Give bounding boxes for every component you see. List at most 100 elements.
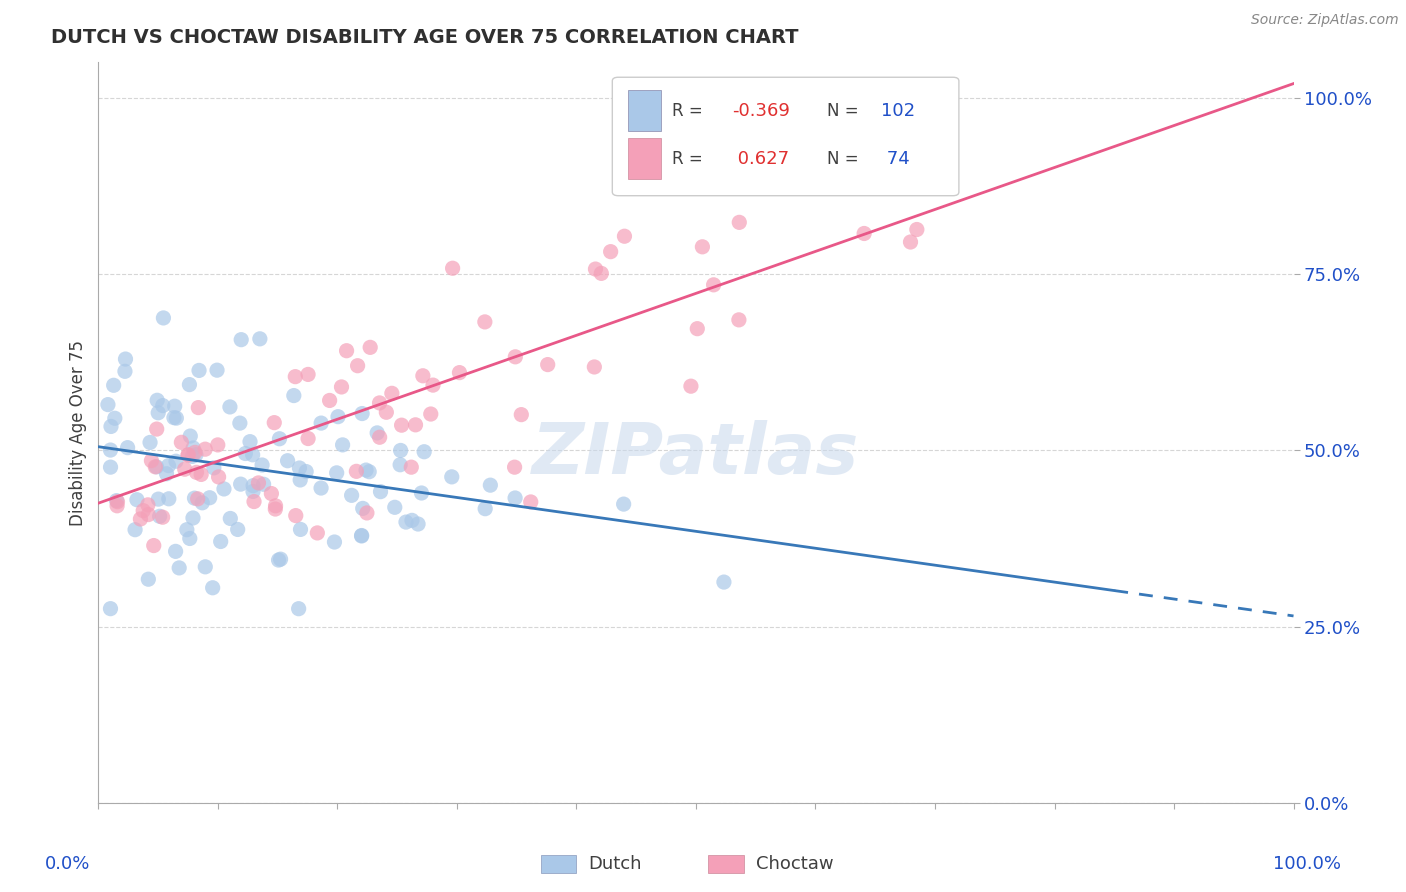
Point (384, 500, 406, 515)
Point (129, 512, 152, 526)
Point (198, 491, 221, 505)
Point (107, 494, 129, 508)
Point (100, 443, 122, 458)
Point (100, 419, 122, 434)
Point (269, 432, 291, 446)
Point (359, 465, 381, 479)
Point (181, 441, 204, 455)
Point (179, 429, 201, 443)
Point (141, 453, 163, 467)
Point (100, 601, 122, 615)
Point (187, 401, 209, 415)
Point (132, 503, 155, 517)
Point (152, 399, 174, 413)
Point (184, 448, 207, 462)
Point (188, 363, 211, 377)
Point (679, 379, 702, 393)
Point (155, 467, 177, 481)
Point (375, 405, 398, 419)
Point (332, 438, 354, 452)
Point (309, 481, 332, 495)
Point (165, 454, 187, 468)
Point (356, 506, 378, 520)
Point (163, 399, 186, 413)
Point (183, 491, 205, 505)
Point (173, 462, 195, 476)
Point (330, 380, 353, 394)
Point (247, 475, 270, 490)
Point (613, 497, 636, 511)
Point (242, 448, 264, 462)
Point (401, 460, 423, 475)
Point (145, 459, 167, 474)
Text: 74: 74 (882, 150, 910, 168)
Point (202, 460, 225, 475)
Point (344, 464, 367, 478)
Point (105, 493, 128, 508)
Point (207, 438, 229, 452)
Point (340, 488, 363, 502)
Point (503, 491, 526, 505)
Point (368, 396, 391, 410)
Point (124, 523, 146, 537)
Bar (628, 90, 661, 131)
Point (177, 448, 200, 462)
Text: Dutch: Dutch (589, 855, 643, 872)
Point (389, 443, 412, 458)
Point (309, 416, 332, 430)
Point (170, 435, 193, 450)
Point (853, 227, 876, 241)
Point (149, 509, 172, 524)
Point (267, 553, 290, 567)
Point (295, 465, 318, 479)
Point (242, 484, 264, 499)
Point (307, 525, 329, 540)
Point (219, 400, 242, 414)
Point (352, 407, 374, 421)
Text: 102: 102 (882, 102, 915, 120)
Point (297, 432, 319, 446)
Point (413, 444, 436, 458)
Point (692, 240, 714, 254)
Point (125, 492, 148, 507)
Point (441, 261, 464, 276)
Point (290, 523, 312, 537)
Point (440, 470, 463, 484)
Point (474, 315, 496, 329)
Point (186, 466, 208, 480)
Point (114, 352, 136, 367)
Text: ZIPatlas: ZIPatlas (533, 420, 859, 490)
Point (194, 559, 217, 574)
Point (145, 422, 167, 436)
Point (152, 510, 174, 524)
Point (352, 501, 374, 516)
Point (900, 235, 922, 249)
Point (194, 442, 217, 457)
Point (368, 430, 391, 444)
Text: Choctaw: Choctaw (756, 855, 834, 872)
Point (243, 494, 266, 508)
Point (142, 539, 165, 553)
Text: 0.0%: 0.0% (45, 855, 90, 872)
Point (264, 502, 287, 516)
FancyBboxPatch shape (613, 78, 959, 195)
Point (283, 388, 305, 402)
Point (335, 343, 357, 358)
Point (190, 467, 212, 482)
Point (401, 513, 423, 527)
Point (201, 581, 224, 595)
Point (157, 458, 180, 473)
Point (537, 358, 560, 372)
Point (104, 411, 127, 425)
Point (260, 486, 283, 500)
Point (318, 393, 340, 408)
Point (325, 466, 347, 480)
Point (229, 477, 252, 491)
Point (354, 463, 377, 477)
Point (226, 523, 249, 537)
Point (117, 441, 139, 455)
Point (288, 461, 311, 475)
Point (100, 460, 122, 475)
Point (138, 572, 160, 586)
Text: N =: N = (827, 102, 865, 120)
